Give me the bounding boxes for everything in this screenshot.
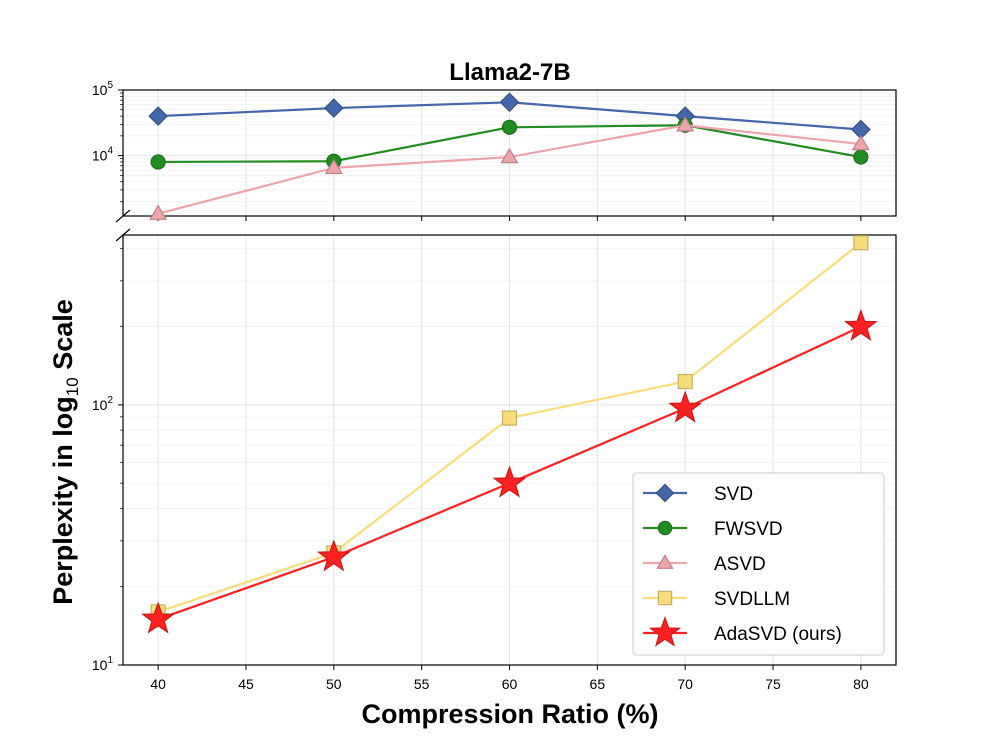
legend-asvd-marker xyxy=(656,554,674,569)
svd-data-point-marker xyxy=(148,106,168,126)
legend-label-svdllm: SVDLLM xyxy=(714,589,790,610)
legend-item-asvd: ASVD xyxy=(643,554,766,575)
legend-label-asvd: ASVD xyxy=(714,554,766,575)
legend-box xyxy=(632,472,885,656)
y-tick-label: 104 xyxy=(92,146,114,164)
asvd-data-point-marker xyxy=(500,147,519,164)
legend: SVD FWSVD ASVD SVDLLM AdaSVD (ours) xyxy=(632,472,885,656)
svd-data-point-marker xyxy=(323,98,344,118)
series-asvd xyxy=(149,116,870,220)
adasvd-ours-data-point-marker xyxy=(668,390,703,423)
x-tick-label: 80 xyxy=(853,676,869,692)
x-axis-label: Compression Ratio (%) xyxy=(361,699,658,729)
legend-item-adasvd-ours: AdaSVD (ours) xyxy=(643,616,842,647)
series-fwsvd xyxy=(150,117,869,170)
asvd-data-point-marker xyxy=(676,116,695,132)
series-svd xyxy=(148,92,871,140)
asvd-data-point-marker xyxy=(851,134,870,151)
svd-data-point-marker xyxy=(499,92,520,113)
svdllm-data-point-marker xyxy=(677,373,693,390)
legend-item-svd: SVD xyxy=(643,483,753,505)
x-tick-label: 45 xyxy=(238,676,254,692)
legend-svdllm-marker xyxy=(657,590,673,606)
x-tick-label: 75 xyxy=(765,676,781,692)
asvd-data-point-marker xyxy=(324,158,343,175)
chart-title: Llama2-7B xyxy=(449,59,570,86)
fwsvd-data-point-marker xyxy=(501,119,518,135)
y-tick-label: 105 xyxy=(92,80,114,98)
x-tick-label: 50 xyxy=(326,676,342,692)
y-tick-label: 101 xyxy=(92,655,114,673)
series-adasvd-ours xyxy=(141,308,878,634)
fwsvd-data-point-marker xyxy=(150,154,166,170)
svdllm-data-point-marker xyxy=(853,235,869,251)
x-tick-label: 70 xyxy=(677,676,693,692)
y-axis-label-sub: 10 xyxy=(63,377,82,396)
legend-adasvd-ours-marker xyxy=(648,616,682,647)
y-tick-label: 102 xyxy=(92,395,114,413)
svdllm-data-point-marker xyxy=(501,410,518,426)
legend-label-fwsvd: FWSVD xyxy=(714,519,783,540)
x-tick-label: 60 xyxy=(502,676,518,692)
y-axis-label-prefix: Perplexity in log xyxy=(48,396,78,605)
x-tick-label: 55 xyxy=(414,676,430,692)
legend-item-fwsvd: FWSVD xyxy=(643,519,783,540)
axis-break-marks xyxy=(115,209,131,242)
axis-ticks: 40 45 50 55 60 65 70 75 80 105 104 102 101 xyxy=(92,80,869,692)
x-tick-label: 65 xyxy=(590,676,606,692)
asvd-data-point-marker xyxy=(149,204,168,220)
x-tick-label: 40 xyxy=(150,676,166,692)
legend-item-svdllm: SVDLLM xyxy=(643,589,790,610)
fwsvd-data-point-marker xyxy=(853,149,869,165)
adasvd-ours-data-point-marker xyxy=(316,539,351,572)
y-axis-label-suffix: Scale xyxy=(48,299,78,377)
legend-fwsvd-marker xyxy=(657,520,673,536)
adasvd-ours-data-point-marker xyxy=(141,601,176,634)
y-axis-label: Perplexity in log10 Scale xyxy=(48,299,82,605)
svg-text:Perplexity in log10 Scale: Perplexity in log10 Scale xyxy=(48,299,82,605)
legend-label-svd: SVD xyxy=(714,484,753,505)
adasvd-ours-data-point-marker xyxy=(843,308,878,341)
adasvd-ours-data-point-marker xyxy=(492,465,527,498)
series-layer xyxy=(141,92,878,634)
legend-label-adasvd-ours: AdaSVD (ours) xyxy=(714,624,842,645)
legend-svd-marker xyxy=(655,483,675,503)
